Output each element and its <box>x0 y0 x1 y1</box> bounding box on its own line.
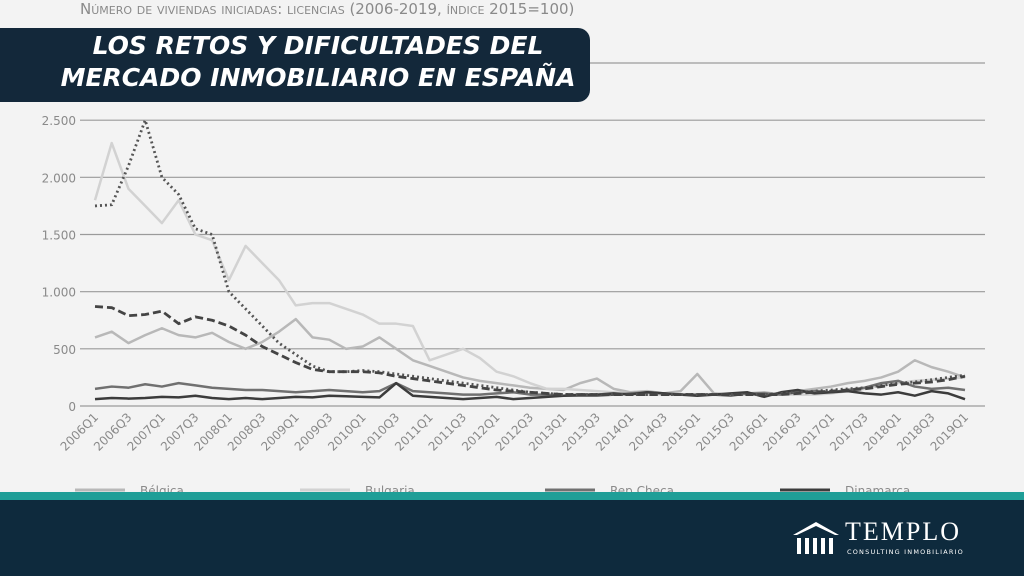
logo-name: TEMPLO <box>845 517 961 546</box>
accent-stripe <box>0 492 1024 500</box>
series-line <box>94 305 966 396</box>
footer-band <box>0 500 1024 576</box>
y-tick-label: 2.000 <box>42 171 76 185</box>
banner-line: MERCADO INMOBILIARIO EN ESPAÑA <box>61 63 576 92</box>
y-tick-label: 0 <box>68 400 76 414</box>
y-tick-label: 1.000 <box>42 286 76 300</box>
series-line <box>94 317 966 396</box>
y-tick-label: 2.500 <box>42 114 76 128</box>
chart-title: Número de viviendas iniciadas: licencias… <box>80 0 574 18</box>
banner-line: LOS RETOS Y DIFICULTADES DEL <box>93 31 544 60</box>
logo-icon <box>793 522 839 554</box>
banner <box>0 28 590 102</box>
y-tick-label: 1.500 <box>42 229 76 243</box>
y-tick-label: 500 <box>53 343 76 357</box>
logo-tagline: CONSULTING INMOBILIARIO <box>847 548 964 556</box>
